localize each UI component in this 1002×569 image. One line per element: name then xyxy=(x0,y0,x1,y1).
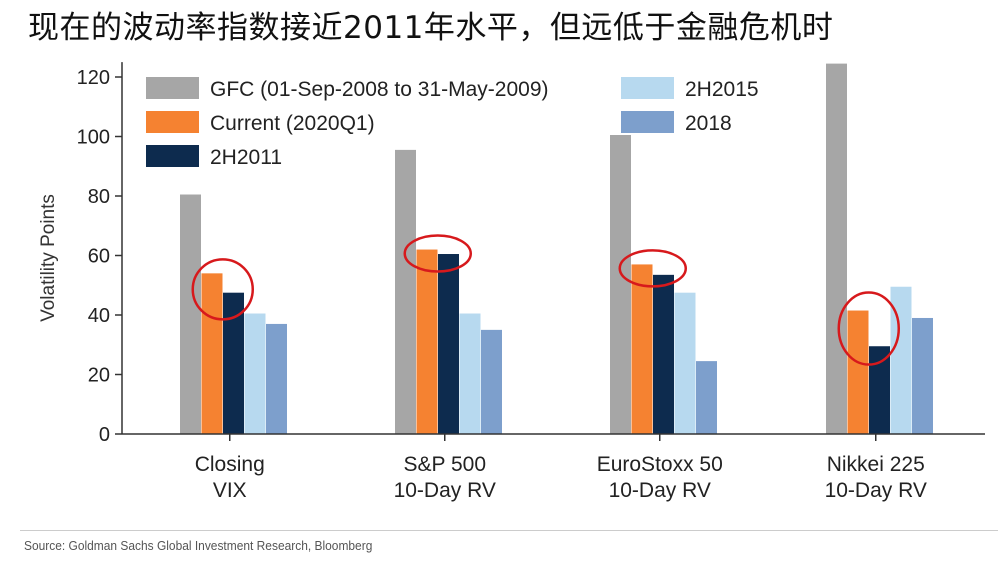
legend-label: Current (2020Q1) xyxy=(210,112,375,135)
y-tick-label: 0 xyxy=(99,424,110,446)
chart-title: 现在的波动率指数接近2011年水平，但远低于金融危机时 xyxy=(28,10,834,46)
bar xyxy=(912,317,933,434)
bar xyxy=(674,292,696,434)
y-tick-label: 40 xyxy=(88,305,110,327)
y-tick-label: 80 xyxy=(88,186,110,208)
bar xyxy=(201,273,223,434)
y-axis-label: Volatility Points xyxy=(38,194,59,322)
legend-label: 2H2011 xyxy=(210,146,282,169)
bar xyxy=(459,313,481,434)
legend-swatch xyxy=(621,77,674,99)
y-tick-label: 100 xyxy=(77,127,110,149)
x-tick-label: Closing xyxy=(195,453,265,476)
x-tick-label: VIX xyxy=(213,479,247,502)
legend-label: GFC (01-Sep-2008 to 31-May-2009) xyxy=(210,78,549,101)
y-tick-label: 20 xyxy=(88,365,110,387)
bar xyxy=(481,329,502,434)
legend-swatch xyxy=(146,111,199,133)
y-tick-label: 120 xyxy=(77,67,110,89)
x-tick-label: 10-Day RV xyxy=(609,479,711,502)
bar xyxy=(847,310,869,434)
legend-label: 2H2015 xyxy=(685,78,759,101)
x-tick-label: Nikkei 225 xyxy=(827,453,925,476)
bar xyxy=(631,264,653,434)
bar xyxy=(890,286,912,434)
bar xyxy=(180,194,201,434)
legend: GFC (01-Sep-2008 to 31-May-2009) Current … xyxy=(146,77,759,169)
y-axis: 0 20 40 60 80 100 120 xyxy=(77,62,123,446)
y-tick-label: 60 xyxy=(88,246,110,268)
x-axis: Closing VIX S&P 500 10-Day RV EuroStoxx 50 10… xyxy=(122,433,985,502)
source-note: Source: Goldman Sachs Global Investment … xyxy=(24,538,373,553)
legend-swatch xyxy=(621,111,674,133)
highlight-ring xyxy=(837,291,900,366)
bar xyxy=(395,149,416,434)
highlight-ring xyxy=(191,258,254,321)
legend-swatch xyxy=(146,77,199,99)
bar xyxy=(223,292,244,434)
bar xyxy=(244,313,266,434)
bar xyxy=(826,63,847,435)
highlight-ring xyxy=(403,234,472,273)
bar xyxy=(869,346,890,434)
legend-label: 2018 xyxy=(685,112,732,135)
bar xyxy=(416,249,438,434)
footer-divider xyxy=(20,530,998,531)
bar xyxy=(653,274,674,434)
bar xyxy=(266,323,287,434)
bar xyxy=(696,361,717,434)
bar xyxy=(438,254,459,434)
x-tick-label: 10-Day RV xyxy=(825,479,927,502)
legend-swatch xyxy=(146,145,199,167)
annotations xyxy=(191,234,900,366)
x-tick-label: EuroStoxx 50 xyxy=(597,453,723,476)
x-tick-label: 10-Day RV xyxy=(394,479,496,502)
bar xyxy=(610,135,631,434)
x-tick-label: S&P 500 xyxy=(403,453,486,476)
highlight-ring xyxy=(618,249,687,288)
